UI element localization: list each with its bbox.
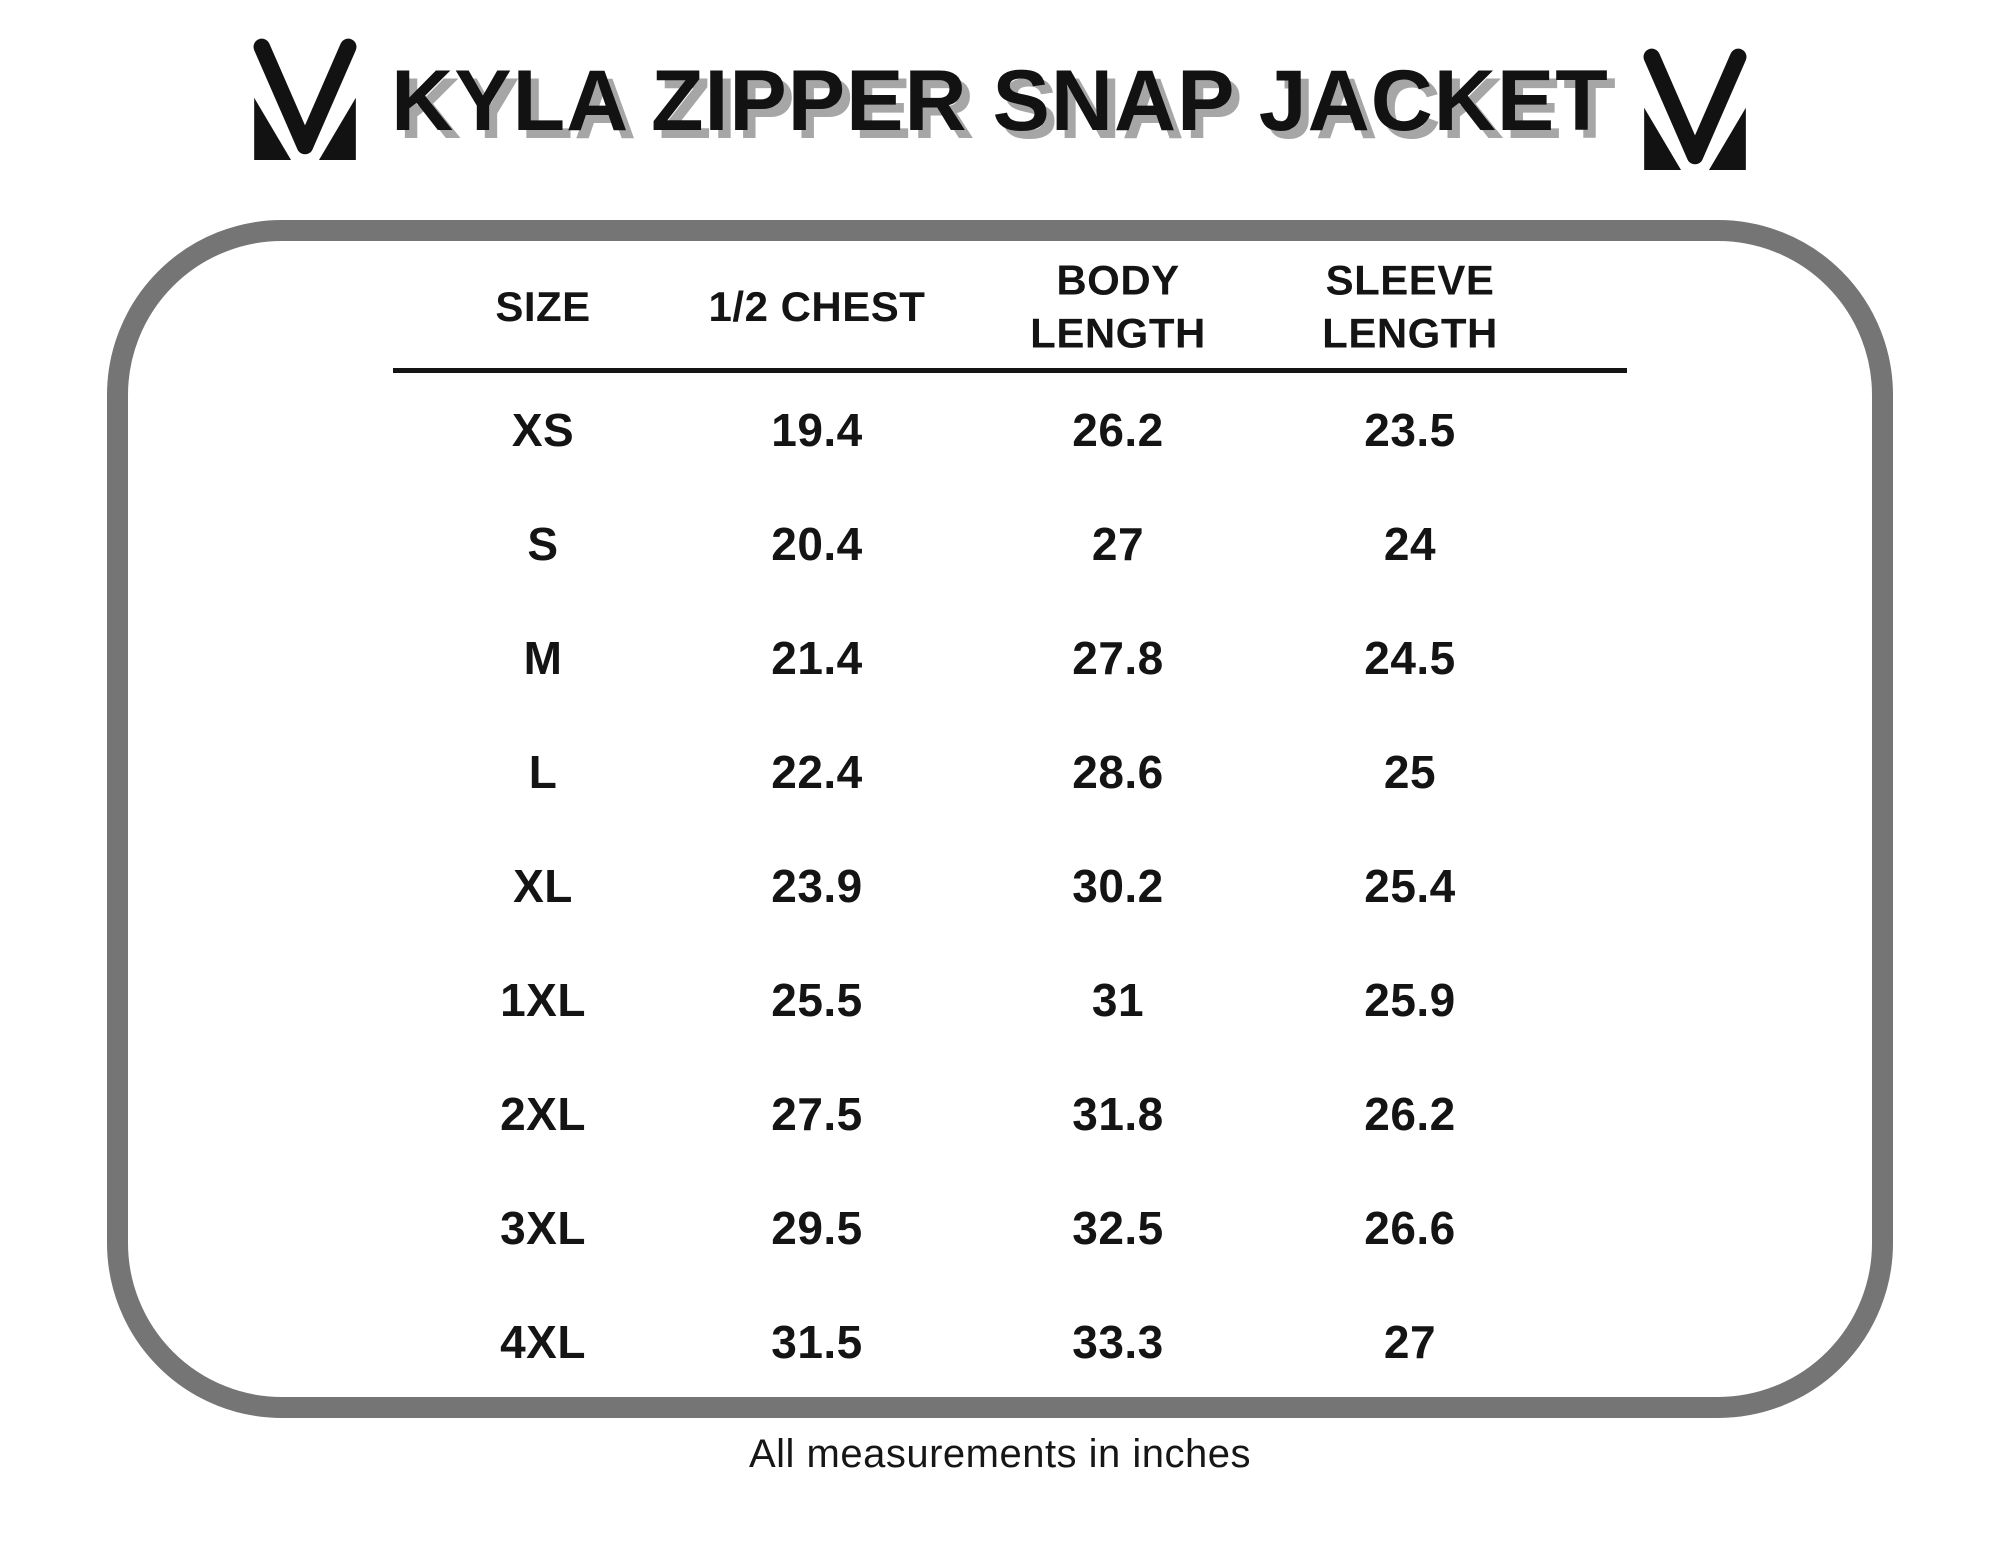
- column-header-size-label: SIZE: [495, 282, 591, 330]
- half-chest-cell: 27.5: [771, 1088, 863, 1140]
- page-title: KYLA ZIPPER SNAP JACKET: [391, 52, 1609, 149]
- body-length-cell: 27.8: [1072, 632, 1164, 684]
- half-chest-cell: 21.4: [771, 632, 863, 684]
- header-underline: [393, 368, 1627, 373]
- sleeve-length-cell: 24.5: [1364, 632, 1456, 684]
- sleeve-length-cell: 27: [1383, 1316, 1437, 1368]
- half-chest-cell: 29.5: [771, 1202, 863, 1254]
- size-table: SIZE 1/2 CHEST BODY LENGTH SLEEVE LENGTH…: [393, 248, 1627, 1399]
- half-chest-cell: 31.5: [771, 1316, 863, 1368]
- size-cell: L: [528, 746, 558, 798]
- table-body: XS 19.4 26.2 23.5 S 20.4 27 24 M 21.4 27…: [393, 373, 1627, 1399]
- column-header-size: SIZE: [495, 281, 590, 334]
- size-cell: XL: [513, 860, 573, 912]
- half-chest-cell: 19.4: [771, 404, 863, 456]
- sleeve-length-cell: 25: [1383, 746, 1437, 798]
- sleeve-length-cell: 25.4: [1364, 860, 1456, 912]
- size-chart-panel: [107, 220, 1893, 1418]
- table-row: 2XL 27.5 31.8 26.2: [393, 1057, 1627, 1171]
- table-row: M 21.4 27.8 24.5: [393, 601, 1627, 715]
- brand-logo-left-icon: [253, 38, 357, 160]
- brand-logo-right-icon: [1643, 48, 1747, 170]
- sleeve-length-cell: 25.9: [1364, 974, 1456, 1026]
- table-header-row: SIZE 1/2 CHEST BODY LENGTH SLEEVE LENGTH: [393, 248, 1627, 366]
- body-length-cell: 30.2: [1072, 860, 1164, 912]
- body-length-cell: 31: [1091, 974, 1145, 1026]
- column-header-half-chest-label: 1/2 CHEST: [708, 282, 926, 330]
- half-chest-cell: 22.4: [771, 746, 863, 798]
- table-row: 3XL 29.5 32.5 26.6: [393, 1171, 1627, 1285]
- body-length-cell: 32.5: [1072, 1202, 1164, 1254]
- size-cell: 2XL: [500, 1088, 586, 1140]
- column-header-body-line2: LENGTH: [1030, 309, 1206, 356]
- column-header-body-length: BODY LENGTH: [1030, 255, 1206, 360]
- size-cell: M: [523, 632, 563, 684]
- sleeve-length-cell: 26.2: [1364, 1088, 1456, 1140]
- body-length-cell: 33.3: [1072, 1316, 1164, 1368]
- half-chest-cell: 20.4: [771, 518, 863, 570]
- table-row: 1XL 25.5 31 25.9: [393, 943, 1627, 1057]
- table-row: S 20.4 27 24: [393, 487, 1627, 601]
- sleeve-length-cell: 24: [1383, 518, 1437, 570]
- sleeve-length-cell: 23.5: [1364, 404, 1456, 456]
- column-header-body-line1: BODY: [1056, 256, 1180, 304]
- column-header-half-chest: 1/2 CHEST: [709, 281, 926, 334]
- size-cell: XS: [511, 404, 575, 456]
- body-length-cell: 28.6: [1072, 746, 1164, 798]
- title-row: KYLA ZIPPER SNAP JACKET: [0, 35, 2000, 170]
- size-cell: S: [527, 518, 559, 570]
- body-length-cell: 27: [1091, 518, 1145, 570]
- column-header-sleeve-line2: LENGTH: [1322, 309, 1498, 356]
- measurements-note: All measurements in inches: [748, 1432, 1252, 1476]
- table-row: XS 19.4 26.2 23.5: [393, 373, 1627, 487]
- size-cell: 1XL: [500, 974, 586, 1026]
- size-cell: 3XL: [500, 1202, 586, 1254]
- table-row: L 22.4 28.6 25: [393, 715, 1627, 829]
- body-length-cell: 26.2: [1072, 404, 1164, 456]
- table-row: 4XL 31.5 33.3 27: [393, 1285, 1627, 1399]
- half-chest-cell: 25.5: [771, 974, 863, 1026]
- sleeve-length-cell: 26.6: [1364, 1202, 1456, 1254]
- table-row: XL 23.9 30.2 25.4: [393, 829, 1627, 943]
- column-header-sleeve-length: SLEEVE LENGTH: [1322, 255, 1498, 360]
- column-header-sleeve-line1: SLEEVE: [1325, 256, 1495, 304]
- half-chest-cell: 23.9: [771, 860, 863, 912]
- size-cell: 4XL: [500, 1316, 586, 1368]
- body-length-cell: 31.8: [1072, 1088, 1164, 1140]
